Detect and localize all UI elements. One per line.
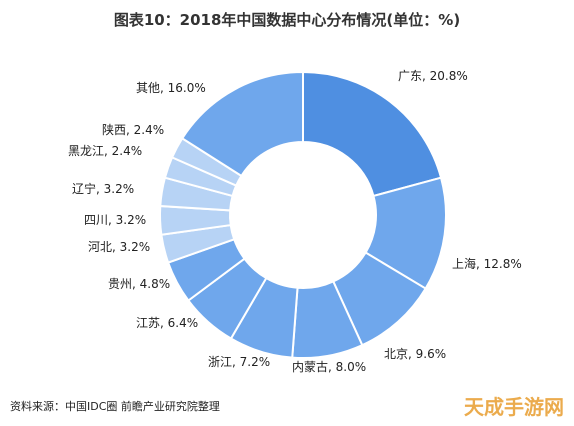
slice-label-6: 江苏, 6.4% [136,316,198,330]
slice-label-4: 内蒙古, 8.0% [292,359,366,374]
slice-label-3: 北京, 9.6% [384,347,446,361]
slice-label-12: 陕西, 2.4% [102,122,164,137]
slice-label-11: 黑龙江, 2.4% [68,144,142,158]
slice-label-8: 河北, 3.2% [88,240,150,254]
slice-13 [180,70,304,178]
slice-label-5: 浙江, 7.2% [208,355,270,369]
source-note: 资料来源：中国IDC圈 前瞻产业研究院整理 [10,400,220,413]
slice-label-1: 广东, 20.8% [398,69,468,83]
slice-label-10: 辽宁, 3.2% [72,181,134,196]
slice-label-13: 其他, 16.0% [136,81,206,95]
slice-label-9: 四川, 3.2% [84,213,146,227]
slices-layer [159,70,447,359]
watermark-logo: 天成手游网 [464,395,564,419]
slice-1 [302,70,443,198]
labels-layer: 广东, 20.8% 上海, 12.8% 北京, 9.6% 内蒙古, 8.0% 浙江, 7… [68,69,522,374]
chart-title: 图表10：2018年中国数据中心分布情况(单位：%) [113,11,461,29]
slice-label-7: 贵州, 4.8% [108,277,170,291]
slice-label-2: 上海, 12.8% [452,256,522,271]
